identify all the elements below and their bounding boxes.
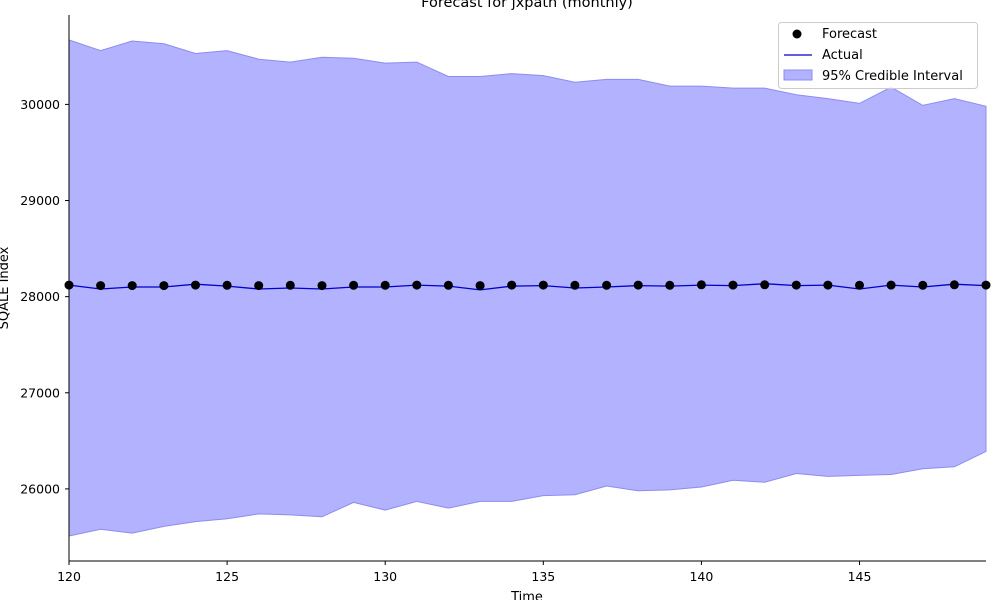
credible-interval-layer: [68, 39, 987, 537]
forecast-point: [949, 280, 959, 290]
x-tick-label: 140: [689, 569, 713, 584]
forecast-point: [380, 280, 390, 290]
forecast-point: [918, 280, 928, 290]
legend-interval-label: 95% Credible Interval: [822, 69, 963, 84]
forecast-point: [285, 280, 295, 290]
forecast-point: [507, 280, 517, 290]
y-ticks: 26000 27000 28000 29000 30000: [20, 97, 69, 496]
forecast-point: [412, 280, 422, 290]
actual-line-layer: [68, 283, 987, 291]
forecast-point: [96, 281, 106, 291]
legend-forecast-label: Forecast: [822, 27, 877, 42]
forecast-point: [728, 280, 738, 290]
legend-frame: [778, 22, 978, 89]
forecast-point: [349, 280, 359, 290]
forecast-point: [538, 280, 548, 290]
forecast-point: [443, 280, 453, 290]
actual-line: [68, 283, 987, 291]
x-ticks: 120 125 130 135 140 145: [57, 561, 871, 584]
forecast-point: [981, 280, 991, 290]
x-tick-label: 125: [215, 569, 239, 584]
legend-interval-swatch: [783, 69, 813, 81]
legend: Forecast Actual 95% Credible Interval: [778, 22, 978, 89]
legend-forecast-marker: [792, 29, 802, 39]
y-tick-label: 28000: [20, 289, 60, 304]
forecast-point: [886, 280, 896, 290]
x-tick-label: 130: [373, 569, 397, 584]
chart-title: Forecast for jxpath (monthly): [421, 0, 633, 11]
x-tick-label: 120: [57, 569, 81, 584]
forecast-point: [222, 280, 232, 290]
forecast-point: [127, 281, 137, 291]
forecast-point: [696, 280, 706, 290]
legend-actual-label: Actual: [822, 48, 863, 63]
forecast-points-layer: [64, 280, 991, 291]
forecast-point: [855, 280, 864, 290]
forecast-point: [317, 281, 327, 291]
forecast-point: [760, 280, 770, 290]
forecast-point: [159, 281, 169, 291]
y-tick-label: 26000: [20, 481, 60, 496]
forecast-point: [633, 280, 643, 290]
x-tick-label: 145: [848, 569, 872, 584]
y-tick-label: 27000: [20, 385, 60, 400]
forecast-point: [602, 280, 612, 290]
x-tick-label: 135: [531, 569, 555, 584]
forecast-point: [823, 280, 833, 290]
forecast-point: [665, 280, 675, 290]
forecast-point: [254, 281, 264, 291]
y-tick-label: 29000: [20, 193, 60, 208]
x-axis-label: Time: [510, 590, 543, 600]
forecast-point: [191, 280, 200, 290]
y-tick-label: 30000: [20, 97, 60, 112]
credible-interval-band: [68, 39, 987, 537]
y-axis-label: SQALE Index: [0, 246, 12, 329]
forecast-point: [791, 280, 801, 290]
forecast-point: [475, 281, 485, 291]
axes: [68, 15, 986, 562]
forecast-point: [570, 280, 580, 290]
